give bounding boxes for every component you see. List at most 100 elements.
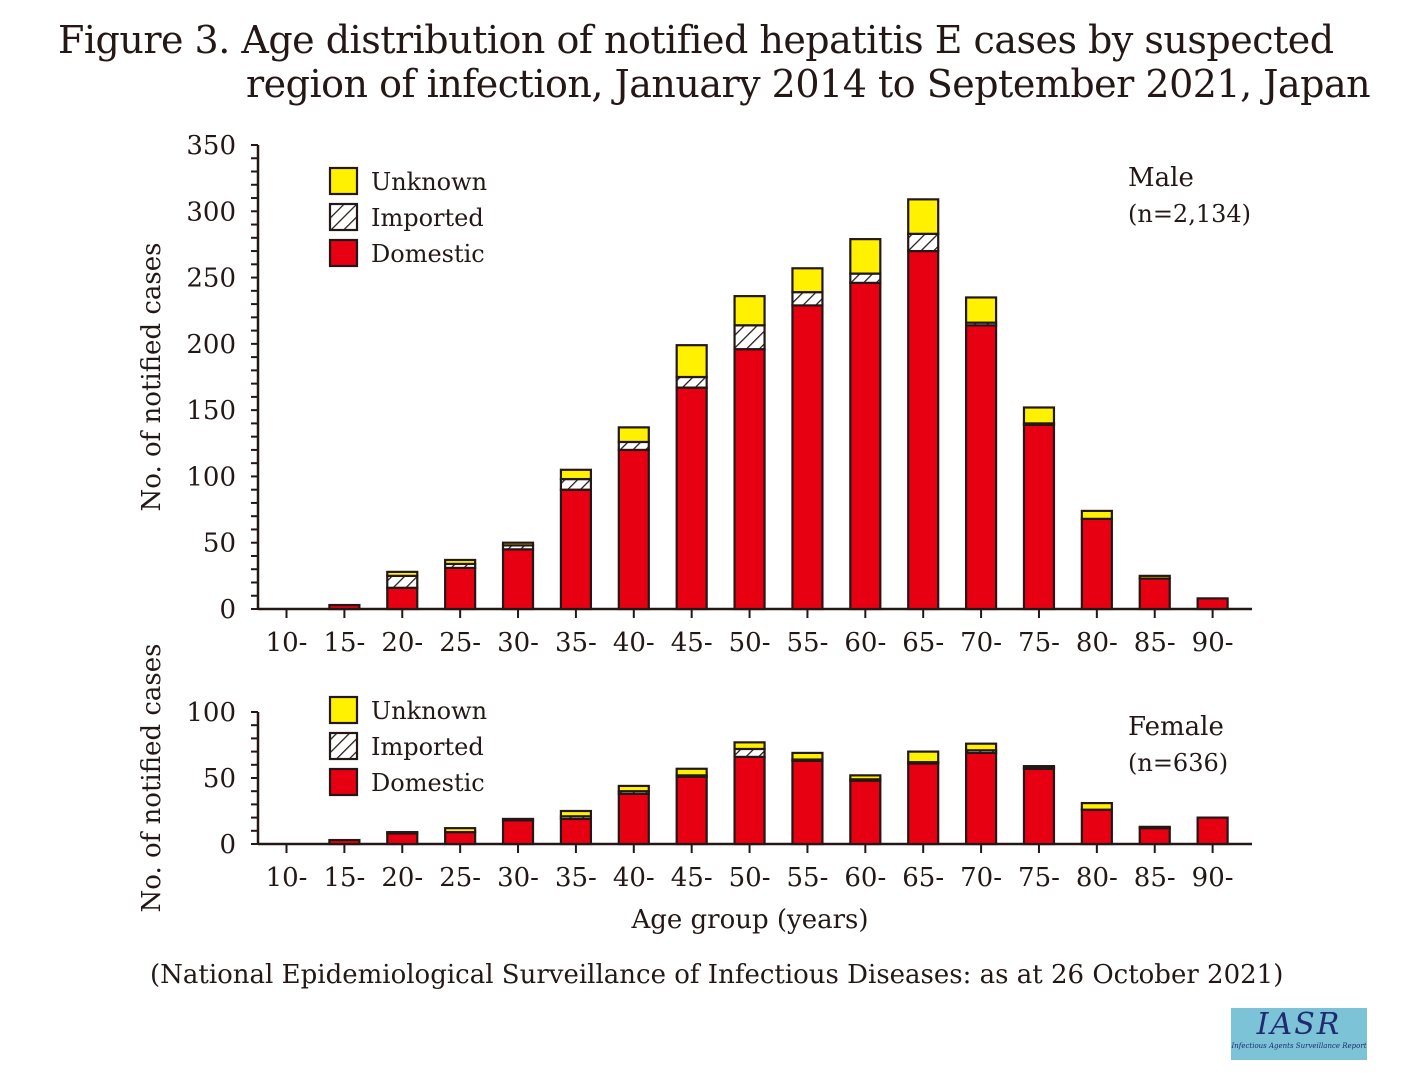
bar-domestic [791, 759, 824, 846]
legend-swatch-domestic [328, 767, 359, 797]
bar-imported [733, 324, 766, 351]
x-tick-label: 80- [1076, 863, 1118, 893]
y-tick-label: 0 [219, 595, 236, 625]
bar-domestic [559, 817, 593, 846]
legend-label-domestic: Domestic [371, 240, 485, 268]
bar-unknown [501, 817, 535, 822]
bar-unknown [1138, 825, 1171, 830]
bar-domestic [1080, 517, 1113, 611]
bar-unknown [386, 570, 419, 577]
bar-unknown [791, 267, 824, 294]
bar-domestic [849, 779, 882, 846]
bar-domestic [733, 348, 766, 611]
bar-unknown [444, 827, 477, 834]
bar-unknown [733, 295, 766, 327]
bar-domestic [1138, 827, 1171, 846]
logo-text: IASR [1256, 1007, 1342, 1042]
bar-imported [791, 291, 824, 307]
bar-domestic [501, 819, 535, 846]
x-tick-label: 20- [381, 628, 423, 658]
bar-unknown [1022, 406, 1056, 425]
bar-domestic [1022, 767, 1056, 846]
panel-n: (n=636) [1128, 749, 1228, 777]
x-tick-label: 55- [787, 628, 829, 658]
bar-unknown [675, 767, 708, 777]
bar-unknown [907, 198, 940, 235]
x-tick-label: 45- [671, 628, 713, 658]
source-note: (National Epidemiological Surveillance o… [150, 960, 1284, 990]
bar-unknown [849, 774, 882, 781]
panel-male: 0 50 100 150 200 250 300 350 10- 15- 20- 25- 30- 35- 4… [137, 131, 1252, 658]
bar-unknown [733, 741, 766, 751]
bar-unknown [1022, 765, 1056, 769]
x-tick-label: 75- [1018, 628, 1060, 658]
y-tick-label: 250 [186, 264, 236, 294]
bar-imported [675, 375, 708, 389]
bar-domestic [444, 566, 477, 611]
bar-domestic [791, 304, 824, 611]
x-tick-label: 50- [729, 628, 771, 658]
x-axis-label: Age group (years) [630, 905, 868, 935]
x-tick-label: 10- [266, 863, 308, 893]
bar-domestic [1138, 577, 1171, 611]
bar-domestic [1080, 808, 1113, 846]
bar-domestic [1196, 597, 1229, 611]
x-tick-label: 75- [1018, 863, 1060, 893]
logo-subtitle: Infectious Agents Surveillance Report [1231, 1042, 1367, 1050]
bar-imported [733, 747, 766, 758]
legend-swatch-unknown [328, 166, 359, 196]
bar-imported [386, 574, 419, 589]
x-tick-label: 40- [613, 628, 655, 658]
bar-unknown [386, 831, 419, 835]
y-axis-label: No. of notified cases [137, 243, 167, 512]
panel-label: Male [1128, 163, 1194, 193]
legend-label-domestic: Domestic [371, 769, 485, 797]
x-tick-label: 30- [497, 628, 539, 658]
bar-domestic [501, 548, 535, 611]
x-tick-label: 15- [323, 863, 365, 893]
bar-unknown [1080, 509, 1113, 520]
bar-domestic [328, 603, 361, 611]
iasr-logo: IASR Infectious Agents Surveillance Repo… [1231, 1008, 1367, 1060]
y-axis-label: No. of notified cases [137, 644, 167, 913]
x-tick-label: 30- [497, 863, 539, 893]
x-tick-label: 60- [844, 628, 886, 658]
chart-title: Figure 3. Age distribution of notified h… [58, 18, 1371, 106]
bar-unknown [559, 809, 593, 818]
legend-label-imported: Imported [371, 733, 484, 761]
bar-unknown [964, 296, 998, 324]
bar-unknown [1138, 574, 1171, 580]
bar-imported [849, 272, 882, 284]
bar-unknown [1080, 801, 1113, 811]
bar-domestic [675, 386, 708, 611]
x-tick-label: 20- [381, 863, 423, 893]
bar-domestic [559, 488, 593, 611]
x-tick-label: 90- [1192, 863, 1234, 893]
bar-unknown [444, 558, 477, 566]
bar-domestic [675, 775, 708, 846]
legend-swatch-imported [328, 202, 359, 232]
bar-imported [559, 477, 593, 491]
x-tick-label: 80- [1076, 628, 1118, 658]
x-tick-label: 10- [266, 628, 308, 658]
bar-domestic [733, 755, 766, 846]
legend-label-unknown: Unknown [371, 168, 487, 196]
y-tick-label: 100 [186, 698, 236, 728]
bar-domestic [1196, 816, 1229, 846]
x-tick-label: 45- [671, 863, 713, 893]
x-tick-label: 90- [1192, 628, 1234, 658]
x-tick-label: 65- [902, 628, 944, 658]
y-tick-label: 350 [186, 131, 236, 161]
x-tick-label: 25- [439, 863, 481, 893]
bar-imported [907, 232, 940, 253]
x-tick-label: 40- [613, 863, 655, 893]
x-tick-label: 55- [787, 863, 829, 893]
bar-domestic [849, 281, 882, 611]
y-tick-label: 50 [203, 764, 236, 794]
bar-domestic [386, 586, 419, 611]
bar-unknown [964, 742, 998, 752]
legend-swatch-unknown [328, 695, 359, 725]
bar-imported [617, 440, 650, 452]
x-tick-label: 70- [960, 628, 1002, 658]
